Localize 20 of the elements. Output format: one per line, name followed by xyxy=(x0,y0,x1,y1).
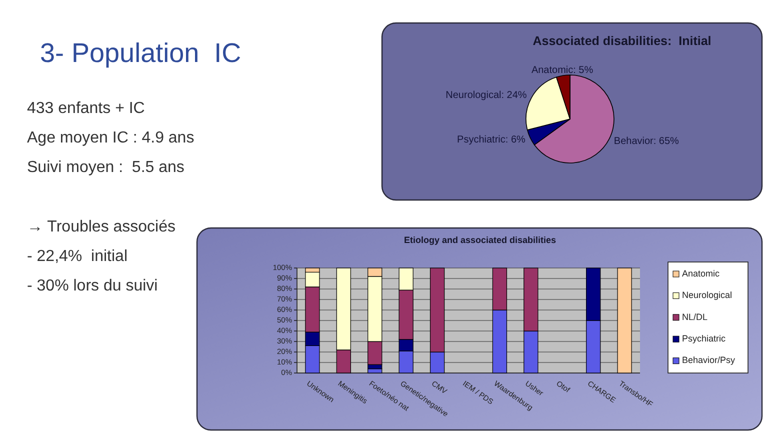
legend-label: Behavior/Psy xyxy=(682,355,736,366)
text: Age moyen IC : 4.9 ans xyxy=(27,130,194,146)
chart-title: Associated disabilities: Initial xyxy=(532,34,712,48)
legend-label: NL/DL xyxy=(682,312,708,322)
slice-label: Anatomic: 5% xyxy=(531,64,594,76)
slice-label: Psychiatric: 6% xyxy=(457,134,526,146)
slice-label: Neurological: 24% xyxy=(446,90,527,101)
text: - 30% lors du suivi xyxy=(27,278,158,294)
text: - 22,4% initial xyxy=(27,248,128,265)
legend-label: Psychiatric xyxy=(682,333,726,344)
chart-title: Etiology and associated disabilities xyxy=(404,235,556,245)
legend-label: Anatomic xyxy=(682,268,720,278)
legend-label: Neurological xyxy=(682,290,732,300)
slice-label: Behavior: 65% xyxy=(614,136,680,148)
text: 3- Population IC xyxy=(40,38,242,68)
text: Suivi moyen : 5.5 ans xyxy=(27,159,184,176)
text: 433 enfants + IC xyxy=(27,100,145,117)
text: → Troubles associés xyxy=(27,218,176,236)
bar xyxy=(368,368,382,374)
bar xyxy=(617,268,632,374)
